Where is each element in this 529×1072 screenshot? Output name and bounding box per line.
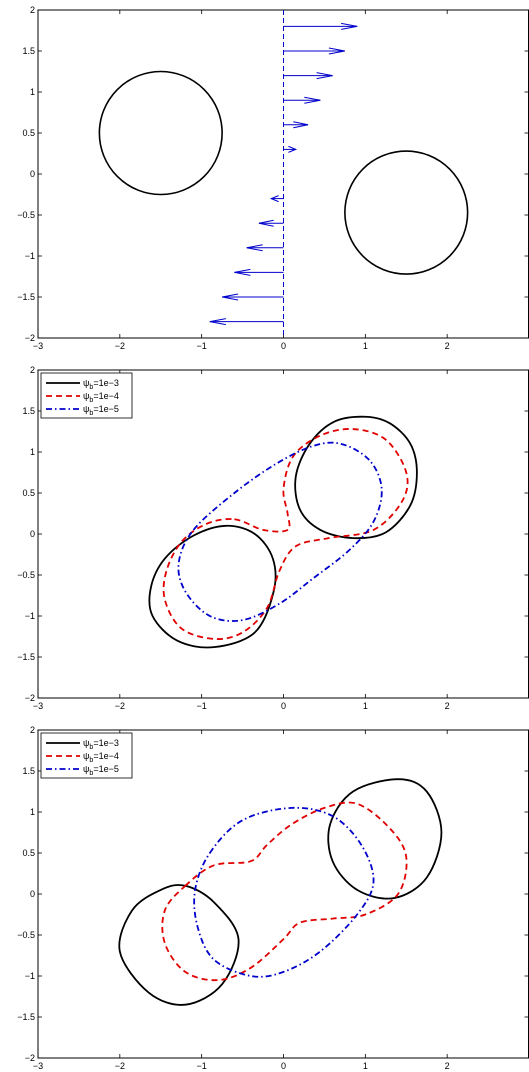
y-tick-label: 1 <box>30 447 35 457</box>
series-1-curve-1 <box>294 415 418 540</box>
y-tick-label: −2 <box>25 1053 35 1063</box>
y-tick-label: 0.5 <box>22 488 35 498</box>
shear-arrow-head <box>293 121 309 129</box>
x-tick-label: −2 <box>115 341 125 351</box>
x-tick-label: −2 <box>115 701 125 711</box>
series-1-curve-2 <box>118 884 240 1006</box>
x-tick-label: 1 <box>363 1061 368 1071</box>
y-tick-label: −1.5 <box>17 652 35 662</box>
x-tick-label: 0 <box>281 1061 286 1071</box>
legend-label: ψb=1e−5 <box>83 764 119 777</box>
shear-arrow-head <box>234 268 251 276</box>
shear-arrow-head <box>288 145 298 153</box>
x-tick-label: −1 <box>197 341 207 351</box>
y-tick-label: 1.5 <box>22 406 35 416</box>
chart-panel-3: −3 −2 −1 0 1 2−2−1.5−1−0.500.511.52ψb=1e−3ψb=… <box>17 725 529 1071</box>
circle-1 <box>98 70 223 196</box>
shear-arrow-head <box>328 47 345 55</box>
legend-label: ψb=1e−3 <box>83 738 119 751</box>
series-1-curve-1 <box>327 778 443 900</box>
series-2-curve-1 <box>162 428 409 640</box>
y-tick-label: −1.5 <box>17 1012 35 1022</box>
x-tick-label: 1 <box>363 341 368 351</box>
x-tick-label: 2 <box>445 1061 450 1071</box>
y-tick-label: 2 <box>30 725 35 735</box>
series-3-curve-1 <box>193 806 375 978</box>
y-tick-label: 1.5 <box>22 46 35 56</box>
y-tick-label: 0 <box>30 169 35 179</box>
series-2-curve-1 <box>161 801 408 982</box>
x-tick-label: 0 <box>281 341 286 351</box>
y-tick-label: −1 <box>25 251 35 261</box>
legend: ψb=1e−3ψb=1e−4ψb=1e−5 <box>40 732 133 779</box>
y-tick-label: 0 <box>30 529 35 539</box>
x-tick-label: −1 <box>197 1061 207 1071</box>
legend-label: ψb=1e−4 <box>83 391 119 404</box>
axes-box <box>37 729 529 1059</box>
shear-arrow-head <box>209 318 226 326</box>
x-tick-label: −3 <box>33 341 43 351</box>
x-tick-label: 2 <box>445 701 450 711</box>
shear-arrow-head <box>316 72 333 80</box>
x-tick-label: −1 <box>197 701 207 711</box>
series-3-curve-1 <box>177 441 383 622</box>
circle-2 <box>344 150 469 275</box>
y-tick-label: 0.5 <box>22 848 35 858</box>
legend: ψb=1e−3ψb=1e−4ψb=1e−5 <box>40 372 133 419</box>
shear-arrow-head <box>269 195 279 203</box>
y-tick-label: −0.5 <box>17 570 35 580</box>
chart-panel-1: −3 −2 −1 0 1 2−2−1.5−1−0.500.511.52 <box>17 5 529 351</box>
x-tick-label: 0 <box>281 701 286 711</box>
chart-panel-2: −3 −2 −1 0 1 2−2−1.5−1−0.500.511.52ψb=1e−3ψb=… <box>17 365 529 711</box>
shear-arrow-head <box>304 96 321 104</box>
y-tick-label: −1.5 <box>17 292 35 302</box>
x-tick-label: −3 <box>33 1061 43 1071</box>
legend-label: ψb=1e−5 <box>83 404 119 417</box>
legend-label: ψb=1e−4 <box>83 751 119 764</box>
x-tick-label: 1 <box>363 701 368 711</box>
y-tick-label: 1.5 <box>22 766 35 776</box>
axes-box <box>37 369 529 699</box>
shear-arrow-head <box>246 244 263 252</box>
y-tick-label: −0.5 <box>17 930 35 940</box>
y-tick-label: 2 <box>30 365 35 375</box>
series-1-curve-2 <box>148 524 277 649</box>
x-tick-label: 2 <box>445 341 450 351</box>
y-tick-label: −1 <box>25 611 35 621</box>
y-tick-label: 0 <box>30 889 35 899</box>
legend-label: ψb=1e−3 <box>83 378 119 391</box>
shear-arrow-head <box>258 219 274 227</box>
shear-arrow-head <box>222 293 239 301</box>
y-tick-label: −0.5 <box>17 210 35 220</box>
x-tick-label: −3 <box>33 701 43 711</box>
y-tick-label: 1 <box>30 87 35 97</box>
y-tick-label: 0.5 <box>22 128 35 138</box>
y-tick-label: 1 <box>30 807 35 817</box>
y-tick-label: −2 <box>25 693 35 703</box>
y-tick-label: −2 <box>25 333 35 343</box>
y-tick-label: −1 <box>25 971 35 981</box>
x-tick-label: −2 <box>115 1061 125 1071</box>
y-tick-label: 2 <box>30 5 35 15</box>
shear-arrow-head <box>341 22 358 30</box>
